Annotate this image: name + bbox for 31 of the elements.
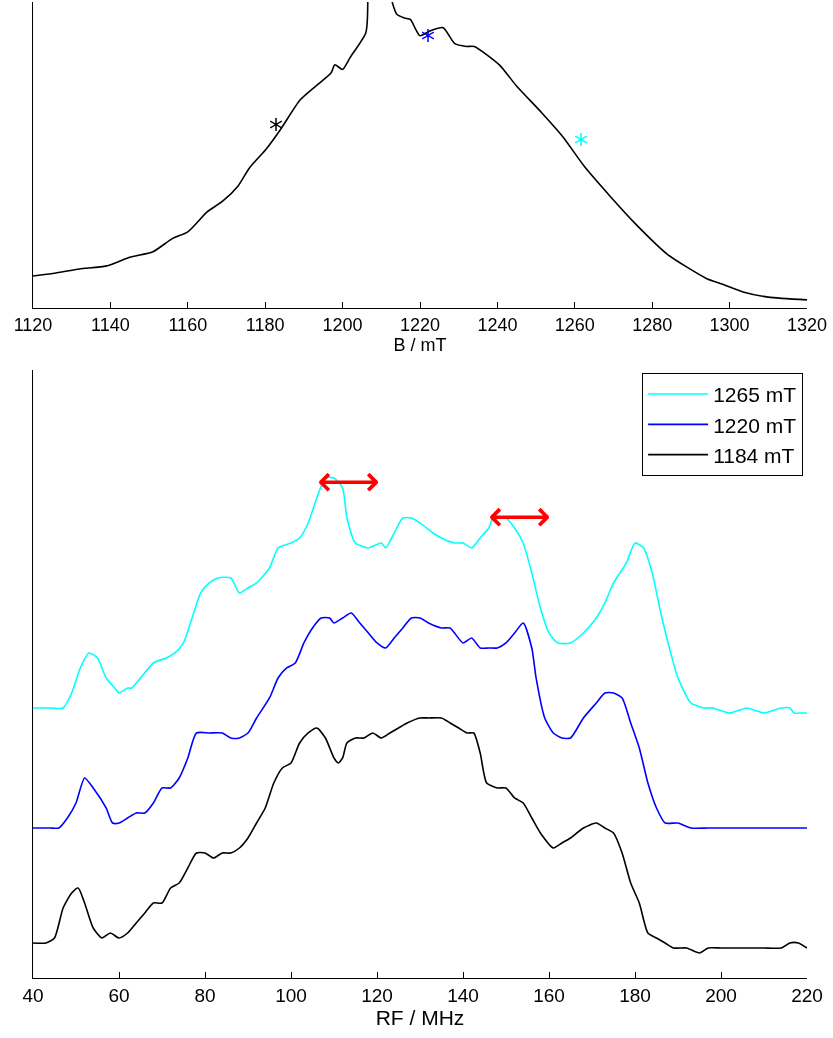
x-tick-label: 160 — [533, 984, 565, 1006]
legend-label: 1184 mT — [713, 443, 795, 467]
x-tick-label: 80 — [194, 984, 216, 1006]
x-tick-label: 220 — [791, 984, 823, 1006]
x-tick-label: 180 — [619, 984, 651, 1006]
x-tick-label: 1120 — [13, 315, 53, 336]
annotation: * — [574, 128, 588, 161]
x-tick-label: 1260 — [554, 315, 595, 336]
x-tick-label: 1160 — [168, 315, 208, 336]
x-tick-label: 1240 — [477, 315, 518, 336]
legend-label: 1220 mT — [713, 413, 797, 437]
annotation: * — [269, 113, 283, 146]
x-tick-label: 60 — [108, 984, 130, 1006]
x-tick-label: 1220 — [399, 315, 441, 336]
annotation: * — [421, 24, 435, 57]
x-tick-label: 1280 — [632, 315, 673, 336]
legend-label: 1265 mT — [713, 383, 797, 407]
x-tick-label: 1320 — [786, 315, 828, 336]
x-tick-label: 40 — [22, 984, 44, 1006]
annotation: ⟷ — [488, 490, 552, 541]
x-tick-label: 1300 — [709, 315, 750, 336]
x-tick-label: 1200 — [322, 315, 363, 336]
x-tick-label: 1140 — [91, 315, 130, 336]
x-tick-label: 100 — [275, 984, 307, 1006]
x-axis-title: B / mT — [393, 335, 447, 356]
x-tick-label: 200 — [705, 984, 737, 1006]
x-tick-label: 140 — [447, 984, 479, 1006]
annotation: ⟷ — [317, 455, 381, 506]
x-axis-title: RF / MHz — [375, 1005, 465, 1029]
x-tick-label: 120 — [361, 984, 393, 1006]
x-tick-label: 1180 — [245, 315, 285, 336]
